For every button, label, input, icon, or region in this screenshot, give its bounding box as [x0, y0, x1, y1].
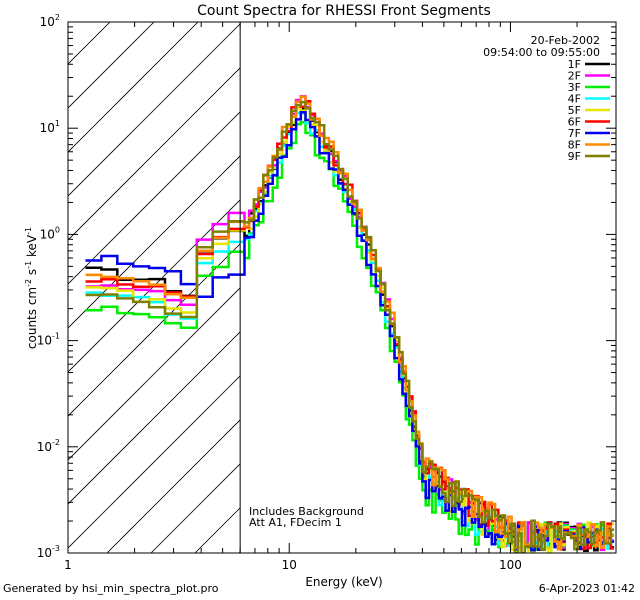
legend-label-9F: 9F	[568, 150, 581, 163]
hatch-line	[0, 0, 88, 600]
y-axis-label: counts cm-2 s-1 keV-1	[24, 227, 39, 349]
time-range-label: 09:54:00 to 09:55:00	[483, 46, 600, 59]
x-tick-label: 1	[64, 558, 72, 572]
legend-label-7F: 7F	[568, 127, 581, 140]
timestamp-label: 6-Apr-2023 01:42	[538, 582, 635, 595]
x-tick-label: 10	[282, 558, 297, 572]
hatch-line	[68, 22, 243, 197]
annotation-background: Includes Background	[249, 505, 364, 518]
y-tick-label: 10-2	[37, 438, 60, 454]
hatch-line	[68, 22, 287, 241]
x-tick-label: 100	[499, 558, 522, 572]
y-tick-label: 100	[40, 225, 60, 241]
legend-label-2F: 2F	[568, 70, 581, 83]
annotation-attenuator: Att A1, FDecim 1	[249, 516, 342, 529]
date-label: 20-Feb-2002	[531, 34, 600, 47]
hatch-line	[68, 22, 155, 109]
plot-frame	[67, 21, 617, 554]
x-axis-label: Energy (keV)	[305, 575, 382, 589]
y-tick-label: 102	[40, 13, 60, 29]
legend-label-5F: 5F	[568, 104, 581, 117]
legend-label-1F: 1F	[568, 58, 581, 71]
hatch-line	[68, 22, 199, 153]
legend-label-8F: 8F	[568, 139, 581, 152]
hatch-line	[632, 0, 640, 600]
generated-by-label: Generated by hsi_min_spectra_plot.pro	[3, 582, 219, 595]
hatch-line	[68, 22, 111, 65]
y-tick-label: 101	[40, 119, 60, 135]
legend-label-6F: 6F	[568, 116, 581, 129]
chart-title: Count Spectra for RHESSI Front Segments	[197, 3, 491, 19]
y-tick-label: 10-3	[37, 544, 60, 560]
legend-label-4F: 4F	[568, 93, 581, 106]
series-line-9F	[85, 100, 615, 553]
y-tick-label: 10-1	[37, 332, 60, 348]
legend-label-3F: 3F	[568, 81, 581, 94]
